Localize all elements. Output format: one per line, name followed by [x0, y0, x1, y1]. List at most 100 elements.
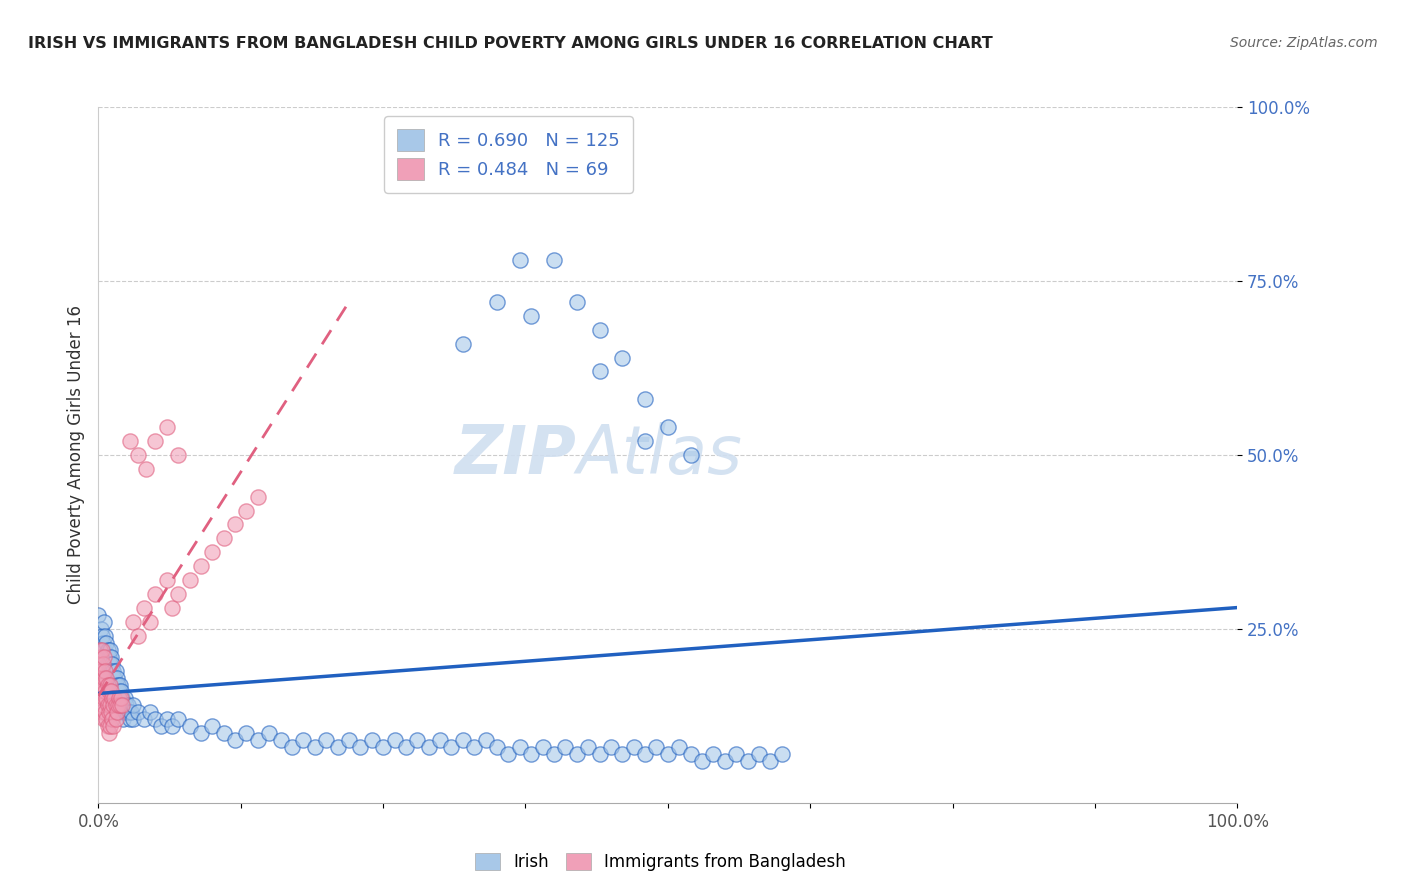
Point [90, 664, 112, 678]
Point [108, 698, 131, 713]
Point [201, 545, 224, 559]
Point [90, 691, 112, 706]
Point [117, 698, 139, 713]
Point [486, 294, 509, 309]
Point [349, 740, 371, 755]
Point [588, 323, 610, 337]
Point [156, 420, 179, 434]
Point [190, 559, 212, 574]
Point [91, 657, 114, 671]
Point [304, 740, 326, 755]
Point [101, 712, 124, 726]
Point [105, 684, 128, 698]
Point [270, 733, 292, 747]
Point [100, 684, 122, 698]
Point [120, 712, 142, 726]
Point [531, 740, 554, 755]
Point [98, 671, 121, 685]
Point [108, 684, 131, 698]
Point [725, 747, 748, 761]
Point [121, 698, 143, 713]
Point [104, 664, 127, 678]
Point [93, 712, 115, 726]
Point [520, 747, 543, 761]
Point [634, 392, 657, 407]
Point [554, 740, 576, 755]
Point [98, 657, 121, 671]
Point [679, 747, 702, 761]
Point [87, 607, 110, 622]
Point [115, 706, 138, 720]
Point [90, 642, 112, 657]
Point [103, 719, 125, 733]
Point [108, 691, 131, 706]
Point [97, 684, 120, 698]
Point [360, 733, 382, 747]
Point [120, 434, 142, 448]
Point [167, 712, 190, 726]
Point [657, 747, 679, 761]
Point [190, 726, 212, 740]
Text: IRISH VS IMMIGRANTS FROM BANGLADESH CHILD POVERTY AMONG GIRLS UNDER 16 CORRELATI: IRISH VS IMMIGRANTS FROM BANGLADESH CHIL… [28, 36, 993, 51]
Point [94, 664, 117, 678]
Point [96, 677, 118, 691]
Point [89, 642, 111, 657]
Point [111, 706, 134, 720]
Point [110, 698, 132, 713]
Point [96, 719, 118, 733]
Point [759, 754, 782, 768]
Point [737, 754, 759, 768]
Point [714, 754, 737, 768]
Point [612, 351, 634, 365]
Point [94, 684, 117, 698]
Point [576, 740, 599, 755]
Point [114, 698, 136, 713]
Point [97, 706, 120, 720]
Point [89, 677, 111, 691]
Point [565, 294, 588, 309]
Point [91, 698, 114, 713]
Point [97, 649, 120, 664]
Point [679, 448, 702, 462]
Point [179, 719, 201, 733]
Legend: Irish, Immigrants from Bangladesh: Irish, Immigrants from Bangladesh [467, 845, 855, 880]
Point [292, 733, 315, 747]
Point [96, 642, 118, 657]
Point [96, 712, 118, 726]
Point [103, 677, 125, 691]
Point [156, 712, 179, 726]
Point [103, 671, 125, 685]
Point [690, 754, 713, 768]
Point [451, 733, 474, 747]
Point [96, 657, 118, 671]
Point [111, 698, 134, 713]
Point [145, 712, 167, 726]
Point [104, 691, 127, 706]
Point [135, 462, 157, 476]
Point [90, 706, 112, 720]
Text: Source: ZipAtlas.com: Source: ZipAtlas.com [1230, 36, 1378, 50]
Point [93, 649, 115, 664]
Point [509, 253, 531, 268]
Text: ZIP: ZIP [456, 422, 576, 488]
Point [120, 706, 142, 720]
Point [101, 691, 124, 706]
Point [138, 706, 160, 720]
Point [104, 698, 127, 713]
Point [645, 740, 668, 755]
Point [108, 677, 131, 691]
Point [91, 636, 114, 650]
Point [96, 698, 118, 713]
Point [246, 490, 269, 504]
Point [96, 671, 118, 685]
Point [104, 712, 127, 726]
Point [668, 740, 690, 755]
Point [384, 733, 406, 747]
Point [96, 691, 118, 706]
Point [748, 747, 770, 761]
Point [90, 671, 112, 685]
Point [463, 740, 485, 755]
Point [103, 691, 125, 706]
Point [101, 671, 124, 685]
Point [103, 684, 125, 698]
